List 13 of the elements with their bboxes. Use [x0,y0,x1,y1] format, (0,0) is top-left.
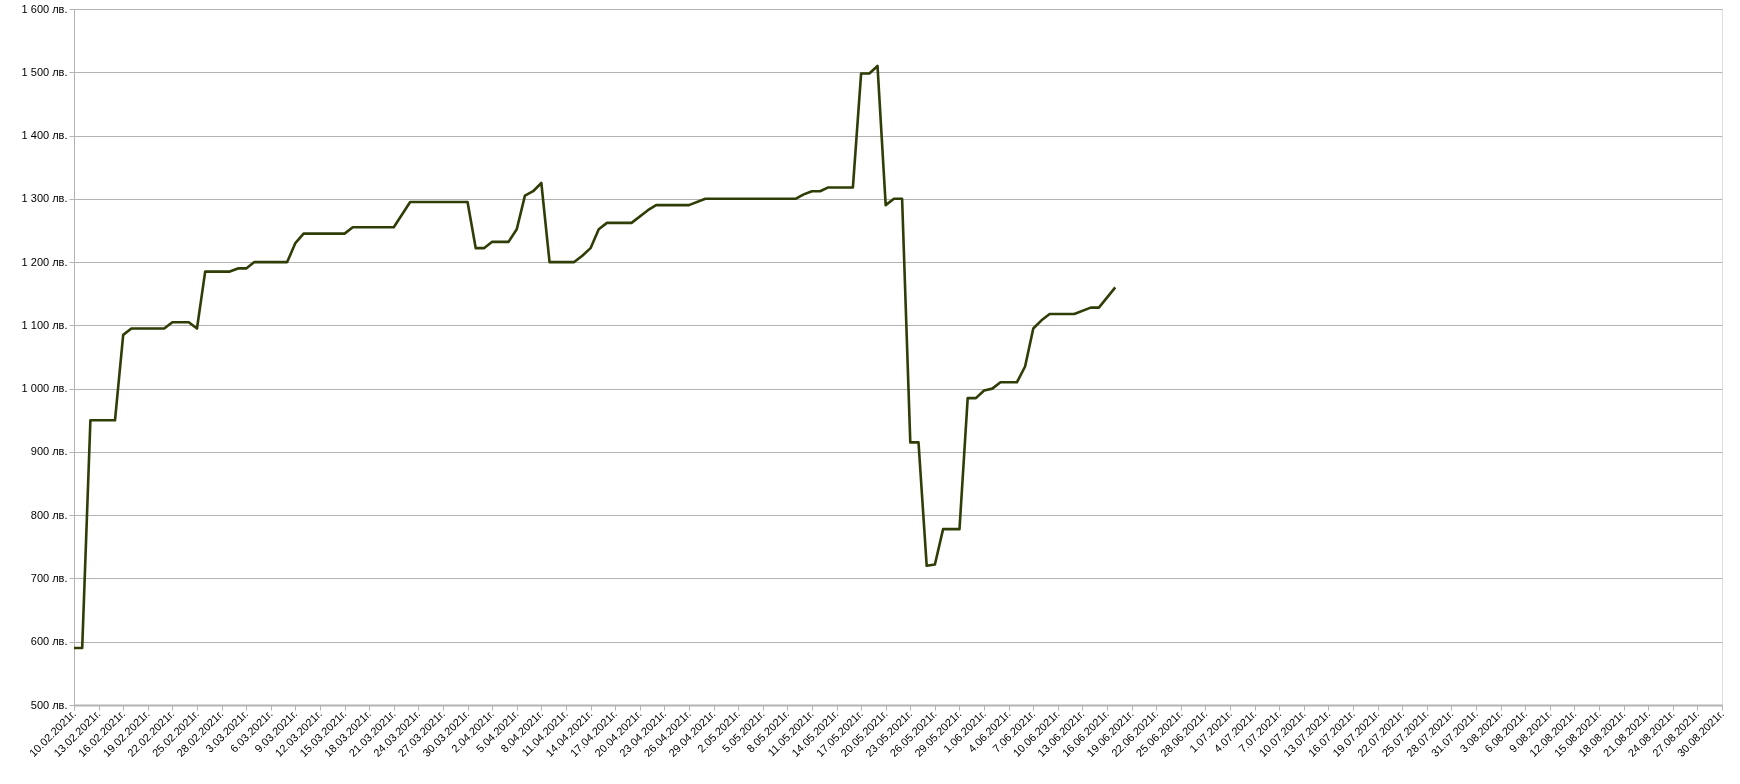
y-tick-label: 800 лв. [30,508,68,521]
y-tick-label: 1 600 лв. [21,2,68,15]
y-tick-label: 1 200 лв. [21,255,68,268]
y-tick-label: 600 лв. [30,635,68,648]
y-tick-label: 1 300 лв. [21,192,68,205]
y-tick-label: 700 лв. [30,571,68,584]
line-series [72,64,1117,650]
y-tick-label: 1 100 лв. [21,318,68,331]
y-tick-label: 1 500 лв. [21,65,68,78]
y-tick-label: 900 лв. [30,445,68,458]
y-tick-label: 1 000 лв. [21,382,68,395]
y-tick-label: 1 400 лв. [21,129,68,142]
y-tick-label: 500 лв. [30,698,68,711]
